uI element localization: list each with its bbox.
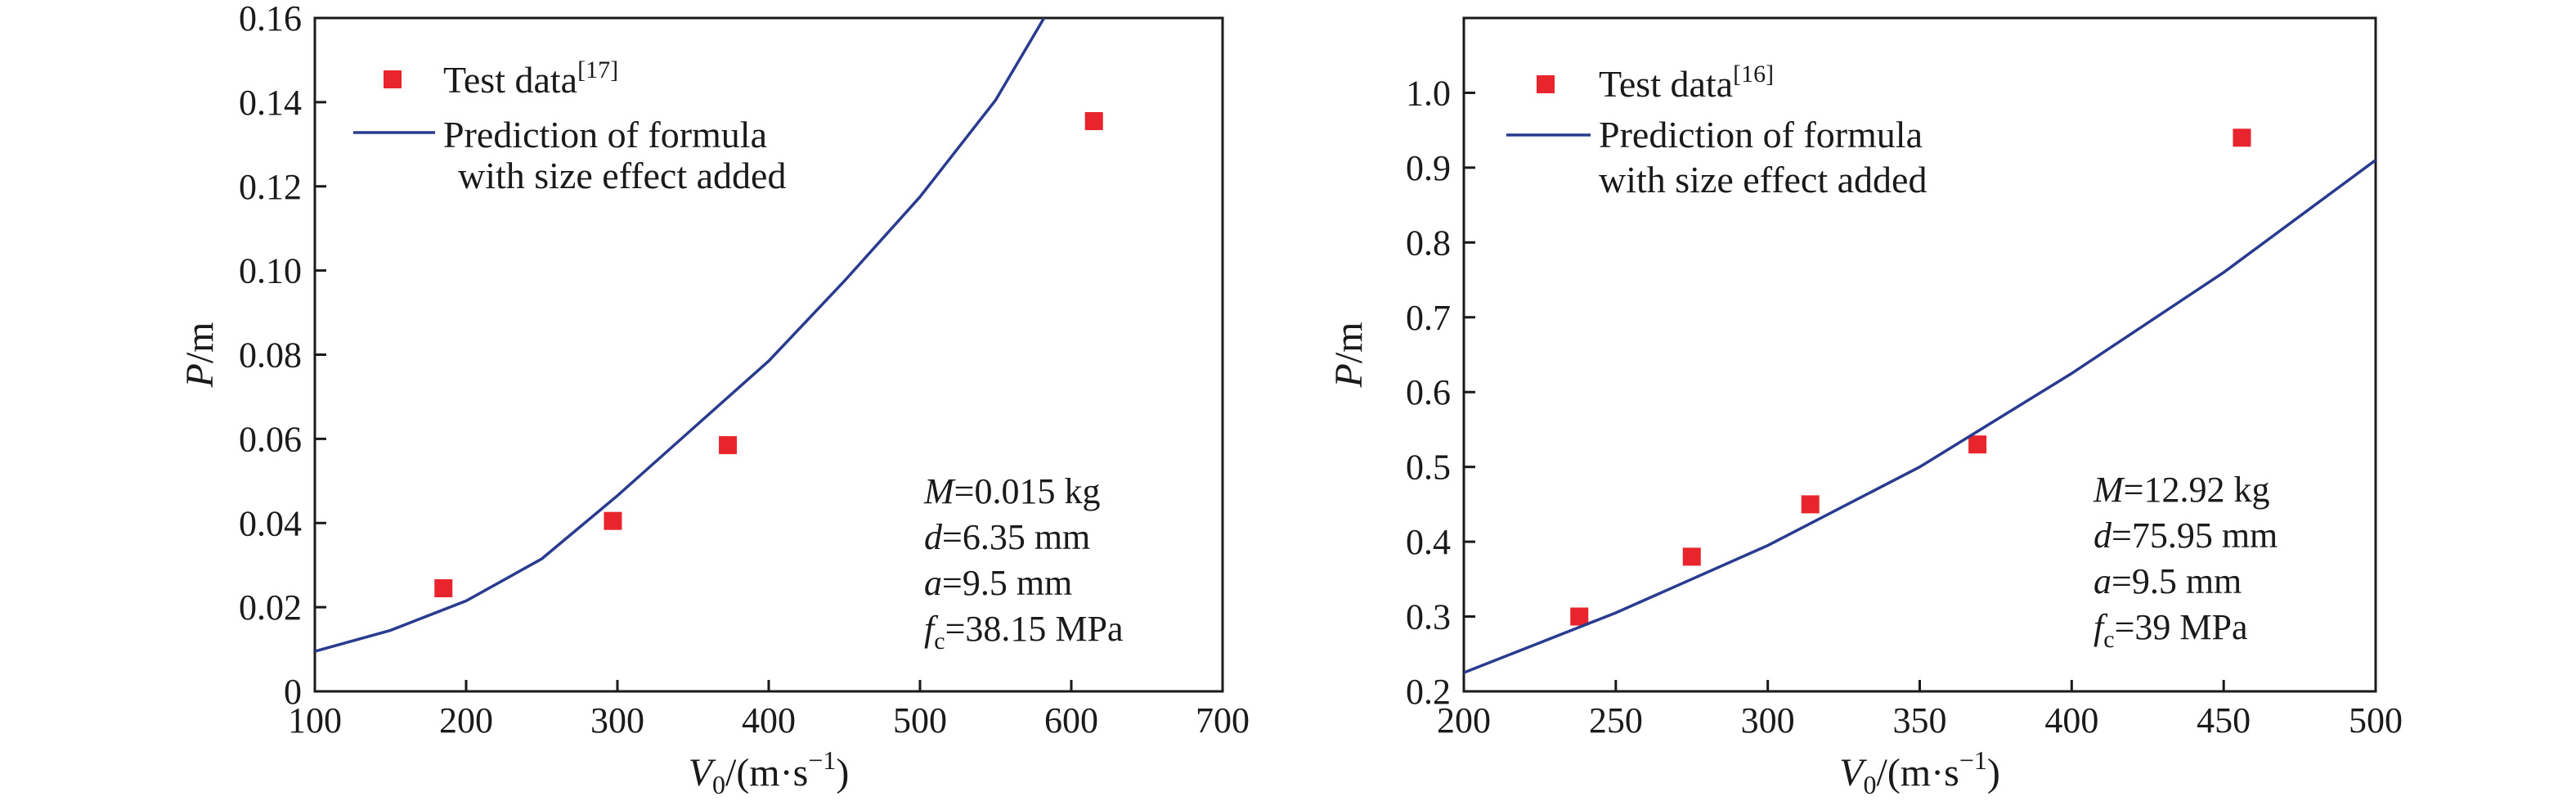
chart-left: 100 200 300 400 500 600 700 0 0.02 0.04 0.06 0.08 0.…	[178, 0, 1250, 799]
y-tick-label: 0.06	[239, 419, 302, 459]
y-tick-label: 0.7	[1406, 298, 1451, 338]
legend-label-curve-line2: with size effect added	[458, 155, 786, 196]
test-data-point	[434, 578, 453, 597]
x-tick-label: 700	[1196, 700, 1250, 740]
y-tick-label: 1.0	[1406, 73, 1451, 113]
x-tick-label: 200	[439, 700, 493, 740]
y-axis-title: P/m	[178, 322, 222, 389]
y-tick-label: 0.04	[239, 503, 302, 543]
y-tick-label: 0.08	[239, 335, 302, 376]
y-tick-label: 0.3	[1406, 597, 1451, 637]
legend-label-test: Test data[16]	[1599, 61, 1774, 105]
parameter-annotation: M=12.92 kg d=75.95 mm a=9.5 mm fc=39 MPa	[2093, 470, 2278, 653]
x-tick-label: 100	[288, 700, 342, 740]
y-axis-title: P/m	[1327, 322, 1371, 389]
x-tick-label: 400	[742, 700, 796, 740]
y-tick-label: 0.5	[1406, 448, 1451, 488]
parameter-line: M=0.015 kg	[923, 471, 1100, 511]
parameter-line: a=9.5 mm	[924, 563, 1072, 603]
parameter-annotation: M=0.015 kg d=6.35 mm a=9.5 mm fc=38.15 MPa	[923, 471, 1124, 655]
x-tick-label: 350	[1893, 700, 1947, 740]
test-data-point	[719, 436, 738, 455]
legend-label-curve-line2: with size effect added	[1599, 159, 1927, 200]
x-tick-label: 300	[590, 700, 644, 740]
x-tick-label: 500	[2349, 700, 2403, 740]
test-data-point	[1682, 547, 1701, 566]
test-data-point	[1968, 435, 1987, 454]
parameter-line: d=75.95 mm	[2094, 515, 2278, 556]
y-tick-label: 0	[284, 672, 302, 712]
test-data-point	[1084, 112, 1103, 131]
test-data-point	[2233, 128, 2251, 147]
x-tick-label: 600	[1044, 700, 1098, 740]
y-tick-label: 0.8	[1406, 223, 1451, 263]
y-tick-label: 0.9	[1406, 148, 1451, 188]
legend-label-curve-line1: Prediction of formula	[1599, 114, 1923, 155]
parameter-line: M=12.92 kg	[2093, 470, 2269, 510]
x-tick-label: 250	[1589, 700, 1643, 740]
prediction-curve	[315, 18, 1046, 653]
x-tick-label: 300	[1741, 700, 1795, 740]
legend-marker-test	[1537, 75, 1555, 93]
legend-marker-test	[384, 70, 402, 88]
parameter-line: d=6.35 mm	[924, 517, 1090, 557]
y-tick-label: 0.10	[239, 251, 302, 291]
parameter-line: fc=38.15 MPa	[924, 609, 1124, 655]
y-tick-label: 0.6	[1406, 372, 1451, 412]
x-axis-title: V0/(m·s−1)	[689, 745, 850, 799]
parameter-line: fc=39 MPa	[2094, 607, 2248, 653]
prediction-curve	[1464, 159, 2376, 674]
x-tick-label: 450	[2197, 700, 2251, 740]
test-data-point	[1801, 495, 1820, 514]
legend-label-curve-line1: Prediction of formula	[443, 114, 767, 155]
chart-right: 200 250 300 350 400 450 500 0.2 0.3 0.4 0.5 0.6 0.7 0…	[1327, 16, 2403, 799]
y-tick-label: 0.02	[239, 587, 302, 628]
y-tick-label: 0.2	[1406, 672, 1451, 712]
x-tick-label: 200	[1437, 700, 1491, 740]
y-tick-label: 0.12	[239, 167, 302, 207]
test-data-point	[1570, 607, 1589, 626]
y-tick-label: 0.16	[239, 0, 302, 38]
y-tick-label: 0.4	[1406, 522, 1451, 562]
x-tick-label: 400	[2044, 700, 2098, 740]
test-data-point	[604, 511, 622, 530]
parameter-line: a=9.5 mm	[2094, 561, 2242, 601]
legend-label-test: Test data[17]	[443, 56, 618, 101]
x-axis-title: V0/(m·s−1)	[1839, 745, 2000, 799]
y-tick-label: 0.14	[239, 83, 302, 123]
x-tick-label: 500	[893, 700, 947, 740]
